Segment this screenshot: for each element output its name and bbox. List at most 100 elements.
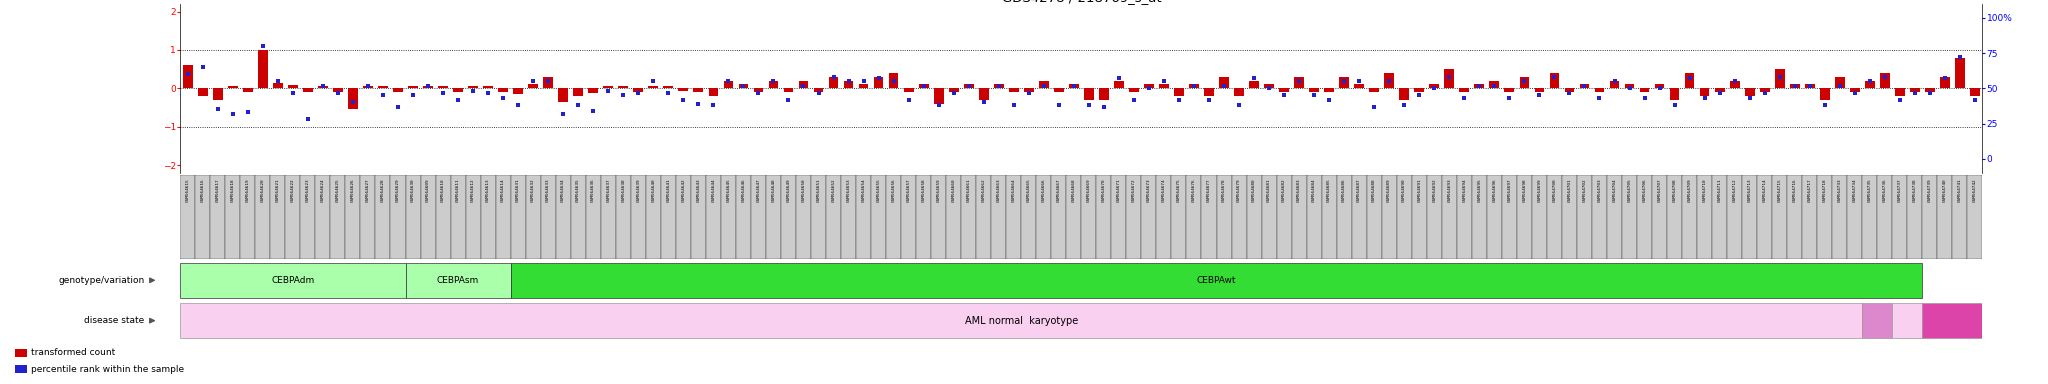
Text: GSM564630: GSM564630: [412, 178, 416, 202]
Bar: [965, 84, 973, 88]
Bar: [1579, 84, 1589, 88]
Bar: [1925, 88, 1935, 92]
Point: [741, 89, 774, 96]
Text: GSM564741: GSM564741: [1958, 178, 1962, 202]
Text: GSM564674: GSM564674: [1161, 178, 1165, 202]
Point: [1298, 92, 1331, 98]
Bar: [1804, 84, 1815, 88]
Bar: [856, 175, 870, 259]
Point: [1253, 85, 1286, 91]
Point: [1223, 102, 1255, 108]
Bar: [1624, 84, 1634, 88]
Text: GSM564654: GSM564654: [862, 178, 866, 202]
Text: GSM564618: GSM564618: [231, 178, 236, 202]
Text: GSM564673: GSM564673: [1147, 178, 1151, 202]
Text: GSM564697: GSM564697: [1507, 178, 1511, 202]
Bar: [1081, 175, 1096, 259]
Text: GSM564664: GSM564664: [1012, 178, 1016, 202]
Point: [862, 75, 895, 81]
Bar: [1802, 175, 1817, 259]
Text: GSM564647: GSM564647: [756, 178, 760, 202]
Bar: [225, 175, 240, 259]
Bar: [1847, 175, 1862, 259]
Text: GSM564632: GSM564632: [530, 178, 535, 202]
Bar: [406, 175, 420, 259]
Bar: [213, 88, 223, 100]
Text: GSM564643: GSM564643: [696, 178, 700, 202]
Text: GSM564686: GSM564686: [1341, 178, 1346, 202]
Text: GSM564620: GSM564620: [260, 178, 264, 202]
Point: [502, 102, 535, 108]
Text: GSM564681: GSM564681: [1268, 178, 1272, 202]
Bar: [723, 81, 733, 88]
Text: GSM564670: GSM564670: [1102, 178, 1106, 202]
Bar: [766, 175, 780, 259]
Point: [803, 89, 836, 96]
Bar: [739, 84, 748, 88]
Bar: [543, 77, 553, 88]
Point: [1192, 96, 1225, 103]
Bar: [1712, 175, 1726, 259]
Bar: [451, 175, 465, 259]
Bar: [1006, 175, 1022, 259]
Text: GSM564639: GSM564639: [637, 178, 641, 202]
Bar: [1550, 73, 1559, 88]
Point: [1583, 95, 1616, 101]
Text: GSM564690: GSM564690: [1403, 178, 1407, 202]
Bar: [1667, 175, 1681, 259]
Point: [938, 89, 971, 96]
Bar: [406, 263, 510, 298]
Bar: [1038, 81, 1049, 88]
Bar: [1415, 88, 1423, 92]
Text: GSM564638: GSM564638: [621, 178, 625, 202]
Bar: [1669, 88, 1679, 100]
Text: GSM564651: GSM564651: [817, 178, 821, 202]
Point: [1028, 83, 1061, 89]
Bar: [1186, 175, 1202, 259]
Text: GSM564704: GSM564704: [1612, 178, 1616, 202]
Bar: [393, 88, 403, 92]
Bar: [1055, 88, 1063, 92]
Point: [276, 89, 309, 96]
Text: GSM564702: GSM564702: [1583, 178, 1587, 202]
Bar: [690, 175, 707, 259]
Bar: [244, 88, 252, 92]
Point: [1327, 78, 1360, 84]
Bar: [182, 65, 193, 88]
Bar: [424, 86, 432, 88]
Bar: [1534, 88, 1544, 92]
Point: [186, 64, 219, 70]
Bar: [1475, 84, 1485, 88]
Bar: [375, 175, 391, 259]
Bar: [1952, 175, 1968, 259]
Text: GSM564676: GSM564676: [1192, 178, 1196, 202]
Bar: [1264, 84, 1274, 88]
Bar: [1292, 175, 1307, 259]
Bar: [1686, 73, 1694, 88]
Bar: [1970, 88, 1980, 96]
Bar: [1473, 175, 1487, 259]
Bar: [1759, 88, 1769, 92]
Bar: [1157, 175, 1171, 259]
Bar: [662, 175, 676, 259]
Bar: [1399, 88, 1409, 100]
Text: GSM564692: GSM564692: [1432, 178, 1436, 202]
Bar: [1235, 88, 1243, 96]
Bar: [555, 175, 571, 259]
Text: percentile rank within the sample: percentile rank within the sample: [31, 364, 184, 374]
Bar: [946, 175, 961, 259]
Bar: [825, 175, 842, 259]
Title: GDS4278 / 218769_s_at: GDS4278 / 218769_s_at: [1001, 0, 1161, 4]
Text: GSM564699: GSM564699: [1538, 178, 1542, 202]
Bar: [1456, 175, 1473, 259]
Bar: [1159, 84, 1169, 88]
Bar: [1892, 303, 1923, 338]
Point: [547, 111, 580, 117]
Point: [1749, 89, 1782, 96]
Bar: [1204, 88, 1214, 96]
Point: [1718, 78, 1751, 84]
Point: [1012, 89, 1044, 96]
Point: [952, 83, 985, 89]
Bar: [348, 88, 358, 109]
Text: GSM564653: GSM564653: [846, 178, 850, 202]
